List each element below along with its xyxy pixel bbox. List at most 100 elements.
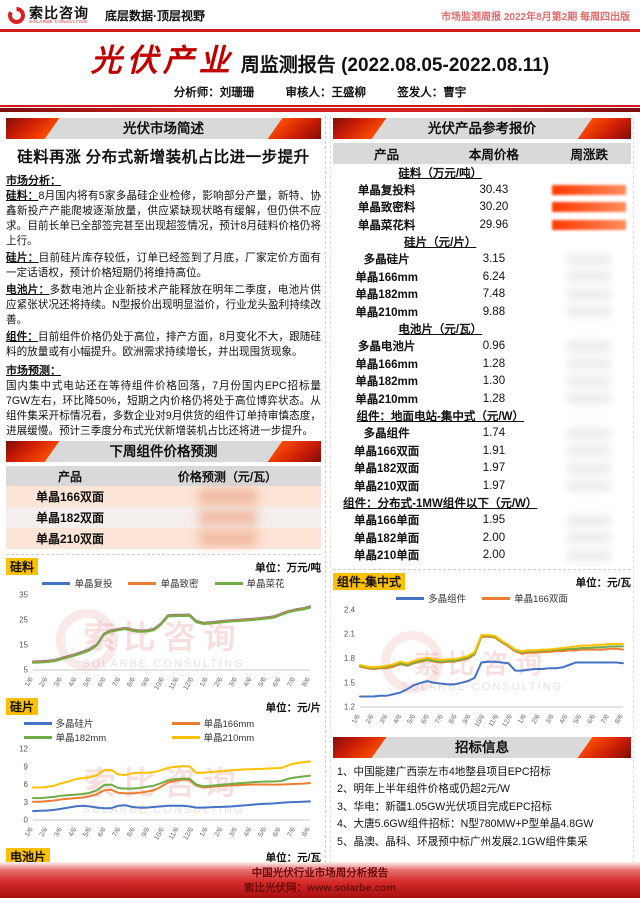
- product-name: 单晶182单面: [354, 532, 420, 545]
- pred-product: 单晶210双面: [6, 528, 135, 550]
- price-row: 单晶复投料 30.43: [333, 181, 631, 199]
- svg-text:7/6: 7/6: [286, 677, 297, 689]
- forecast-heading: 市场预测：: [6, 365, 61, 378]
- svg-text:10/6: 10/6: [474, 713, 487, 728]
- svg-text:10/6: 10/6: [153, 827, 166, 842]
- pred-col-product: 产品: [6, 466, 135, 487]
- report-title: 光伏产业 周监测报告 (2022.08.05-2022.08.11): [0, 35, 640, 80]
- week-price: 30.20: [479, 201, 509, 214]
- legend-label: 多晶组件: [428, 594, 467, 605]
- page-footer: 中国光伏行业市场周分析报告 索比光伏网：www.solarbe.com: [0, 862, 640, 898]
- product-name: 单晶182双面: [354, 463, 420, 476]
- svg-text:4/6: 4/6: [243, 677, 254, 689]
- product-name: 多晶硅片: [363, 254, 410, 267]
- report-brand: 光伏产业: [90, 43, 235, 78]
- svg-text:3/6: 3/6: [545, 713, 556, 725]
- week-price: 1.97: [482, 462, 506, 475]
- week-price: 7.48: [482, 288, 506, 301]
- section-title: 光伏市场简述: [123, 121, 204, 136]
- pred-product: 单晶166双面: [6, 486, 135, 508]
- pred-col-price: 价格预测（元/瓦）: [134, 466, 321, 487]
- week-price: 1.74: [482, 427, 506, 440]
- week-change: [548, 199, 631, 217]
- redacted-change: [567, 271, 612, 283]
- price-row: 单晶210mm 9.88: [333, 303, 631, 321]
- svg-text:2/6: 2/6: [213, 827, 224, 839]
- svg-text:12/6: 12/6: [182, 827, 195, 842]
- product-name: 单晶致密料: [357, 202, 416, 215]
- redacted-change-bar: [552, 184, 627, 195]
- price-group-title: 硅料（万元/吨）: [333, 164, 631, 181]
- week-price: 1.97: [482, 479, 506, 492]
- svg-text:11/6: 11/6: [488, 713, 501, 728]
- pred-value-redacted: [134, 528, 321, 550]
- svg-text:9/6: 9/6: [141, 677, 152, 689]
- week-price: 9.88: [482, 305, 506, 318]
- week-change: [548, 425, 631, 443]
- issue-info: 市场监测周报 2022年8月第2期 每周四出版: [441, 12, 630, 23]
- legend-label: 多晶硅片: [55, 719, 94, 731]
- price-col-product: 产品: [333, 143, 441, 164]
- week-price: 29.96: [479, 218, 509, 231]
- prediction-table: 产品 价格预测（元/瓦） 单晶166双面 单晶182双面 单晶210双面: [6, 466, 321, 550]
- week-price: 1.28: [482, 357, 506, 370]
- price-row: 单晶致密料 30.20: [333, 199, 631, 217]
- svg-text:6/6: 6/6: [272, 827, 283, 839]
- solarbe-logo: 索比咨询 SOLARBE CONSULTING: [8, 6, 89, 25]
- analysis-paragraph: 组件：目前组件价格仍处于高位，排产方面，8月变化不大，跟随硅料的放量或有小幅提升…: [6, 330, 321, 360]
- svg-text:35: 35: [19, 591, 28, 600]
- redacted-change: [567, 427, 612, 439]
- dashed-divider: [333, 569, 631, 570]
- paragraph-label: 电池片：: [6, 284, 50, 297]
- week-price: 6.24: [482, 270, 506, 283]
- legend-item: 单晶菜花: [214, 576, 285, 591]
- svg-text:3/6: 3/6: [228, 827, 239, 839]
- paragraph-label: 组件：: [6, 331, 38, 344]
- legend-item: 单晶210mm: [171, 730, 304, 745]
- svg-text:8/6: 8/6: [614, 713, 625, 725]
- redacted-change: [567, 253, 612, 265]
- redacted-change: [567, 393, 612, 405]
- price-row: 单晶182mm 7.48: [333, 286, 631, 304]
- svg-text:9: 9: [24, 763, 29, 772]
- logo-text: 索比咨询: [29, 5, 89, 22]
- legend-label: 单晶210mm: [203, 733, 255, 745]
- redacted-value: [198, 510, 257, 526]
- paragraph-label: 硅料：: [6, 190, 39, 202]
- legend-swatch: [214, 581, 243, 585]
- svg-text:11/6: 11/6: [168, 677, 181, 692]
- svg-text:6/6: 6/6: [97, 677, 108, 689]
- week-change: [548, 460, 631, 478]
- legend-label: 单晶菜花: [246, 579, 285, 591]
- byline: 分析师：刘珊珊 审核人：王盛柳 签发人：曹宇: [0, 84, 640, 100]
- legend-item: 单晶166双面: [482, 591, 568, 605]
- week-price: 2.00: [482, 531, 506, 544]
- svg-text:5/6: 5/6: [572, 713, 583, 725]
- product-name: 单晶166mm: [355, 358, 418, 371]
- svg-text:8/6: 8/6: [126, 677, 137, 689]
- svg-text:6: 6: [24, 780, 29, 789]
- section-title: 招标信息: [455, 740, 509, 755]
- chart-unit: 单位：元/瓦: [265, 852, 321, 865]
- product-name: 多晶电池片: [357, 341, 416, 354]
- svg-text:2/6: 2/6: [39, 827, 50, 839]
- prediction-table-body: 单晶166双面 单晶182双面 单晶210双面: [6, 486, 321, 550]
- svg-text:4/6: 4/6: [68, 677, 79, 689]
- price-row: 单晶182mm 1.30: [333, 373, 631, 391]
- svg-text:9/6: 9/6: [141, 827, 152, 839]
- legend-swatch: [23, 735, 52, 739]
- svg-text:3/6: 3/6: [53, 677, 64, 689]
- price-row: 单晶166双面 1.91: [333, 442, 631, 460]
- redacted-change: [567, 480, 612, 492]
- tender-item: 3、华电：新疆1.05GW光伏项目完成EPC招标: [337, 800, 552, 813]
- svg-text:1.8: 1.8: [344, 654, 356, 663]
- left-column: 光伏市场简述 硅料再涨 分布式新增装机占比进一步提升 市场分析： 硅料：8月国内…: [6, 116, 321, 868]
- legend-label: 单晶166双面: [514, 594, 568, 605]
- price-row: 单晶210双面 1.97: [333, 477, 631, 495]
- svg-text:7/6: 7/6: [111, 827, 122, 839]
- redacted-change: [567, 375, 612, 387]
- main-content: 光伏市场简述 硅料再涨 分布式新增装机占比进一步提升 市场分析： 硅料：8月国内…: [0, 112, 640, 868]
- week-change: [548, 268, 631, 286]
- chart-cell: 电池片 单位：元/瓦 多晶电池片单晶166mm单晶182mm单晶210mm 索比…: [6, 848, 321, 868]
- legend-swatch: [171, 735, 200, 739]
